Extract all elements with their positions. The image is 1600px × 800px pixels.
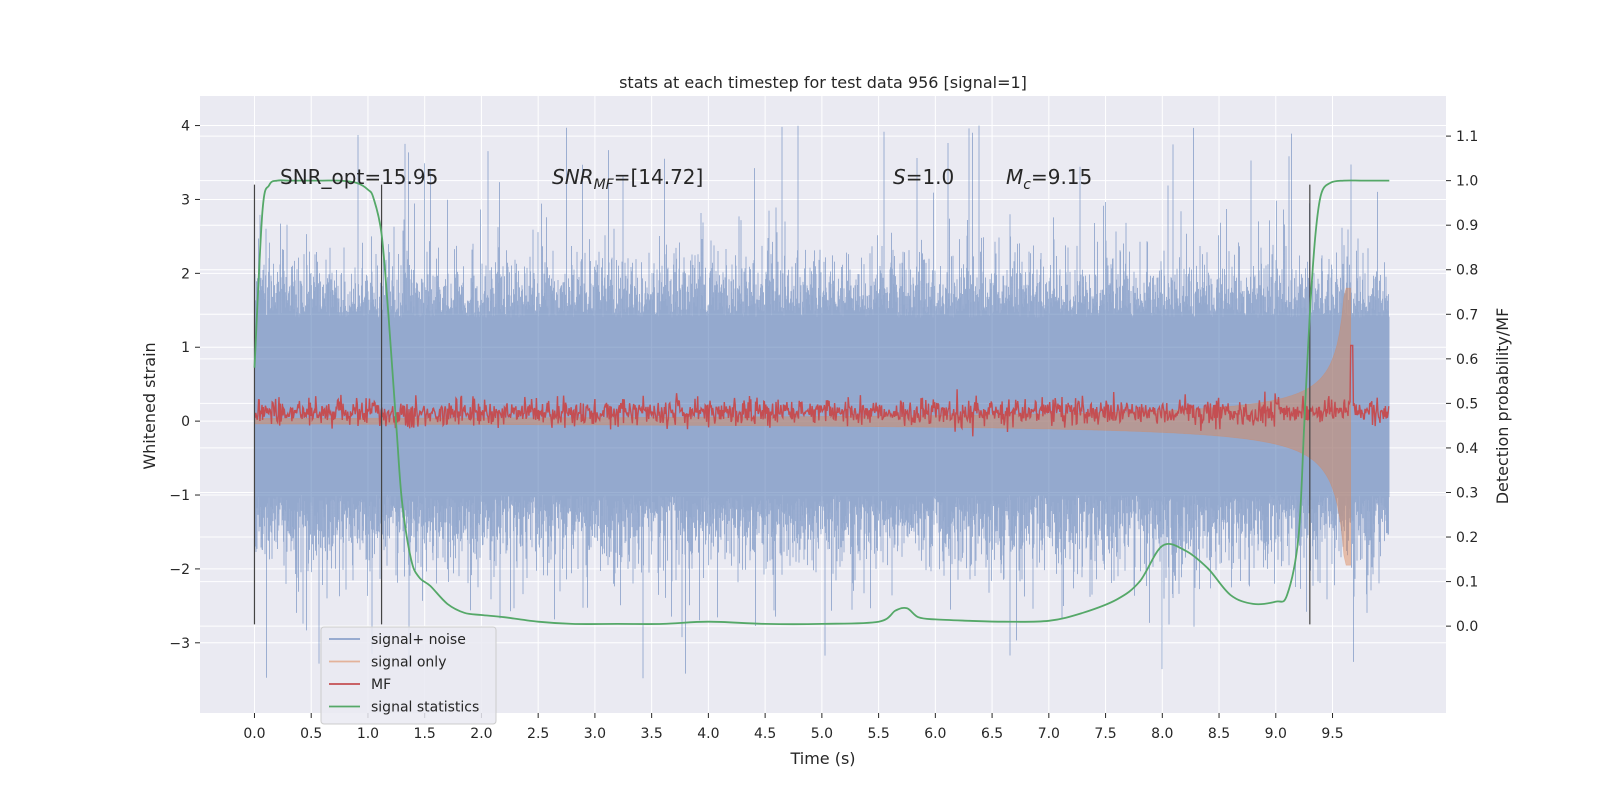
- x-tick-label: 1.5: [414, 726, 436, 742]
- y2-tick-label: 0.0: [1456, 619, 1478, 635]
- y2-tick-label: 0.5: [1456, 396, 1478, 412]
- x-tick-label: 0.5: [300, 726, 322, 742]
- y2-tick-label: 0.9: [1456, 218, 1478, 234]
- series-signal-statistics: [253, 179, 1390, 626]
- y-tick-label: −2: [169, 562, 190, 578]
- x-tick-label: 8.0: [1151, 726, 1173, 742]
- y2-tick-label: 1.0: [1456, 174, 1478, 190]
- x-axis-ticks: 0.0 0.5 1.0 1.5 2.0 2.5 3.0 3.5 4.0 4.5 5.0 5.5 6.0 6…: [243, 713, 1344, 742]
- x-tick-label: 4.5: [754, 726, 776, 742]
- legend-box: [320, 626, 497, 725]
- x-tick-label: 6.5: [981, 726, 1003, 742]
- chart-title: stats at each timestep for test data 956…: [619, 73, 1027, 92]
- data-layer: [253, 125, 1390, 679]
- mf-trace: [254, 344, 1390, 437]
- x-axis-label: Time (s): [789, 749, 855, 768]
- x-tick-label: 2.5: [527, 726, 549, 742]
- y2-tick-label: 0.6: [1456, 352, 1478, 368]
- legend: signal+ noise signal only MF signal statist…: [320, 626, 497, 725]
- signal-statistics-line: [253, 179, 1390, 626]
- y2-tick-label: 0.2: [1456, 530, 1478, 546]
- y2-tick-label: 0.7: [1456, 307, 1478, 323]
- y2-axis-ticks: 1.1 1.0 0.9 0.8 0.7 0.6 0.5 0.4 0.3 0.2 0.1 0.0: [1446, 129, 1478, 635]
- x-tick-label: 0.0: [243, 726, 265, 742]
- y-tick-label: 0: [181, 414, 190, 430]
- y2-tick-label: 0.8: [1456, 263, 1478, 279]
- x-tick-label: 7.5: [1094, 726, 1116, 742]
- y-tick-label: 3: [181, 192, 190, 208]
- x-tick-label: 9.0: [1265, 726, 1287, 742]
- y-axis-label: Whitened strain: [140, 342, 159, 469]
- y2-axis-label: Detection probability/MF: [1493, 308, 1512, 505]
- x-tick-label: 5.5: [867, 726, 889, 742]
- y-tick-label: −1: [169, 488, 190, 504]
- annotation-snr-mf: SNRMF=[14.72]: [552, 165, 703, 193]
- x-tick-label: 5.0: [811, 726, 833, 742]
- x-tick-label: 2.0: [470, 726, 492, 742]
- x-tick-label: 3.5: [641, 726, 663, 742]
- x-tick-label: 3.0: [584, 726, 606, 742]
- x-tick-label: 7.0: [1038, 726, 1060, 742]
- vertical-markers: [253, 184, 1311, 625]
- series-mf: [254, 344, 1390, 437]
- y-axis-ticks: 4 3 2 1 0 −1 −2 −3: [169, 119, 200, 652]
- annotation-snr-opt: SNR_opt=15.95: [280, 165, 438, 189]
- x-tick-label: 6.0: [924, 726, 946, 742]
- y2-tick-label: 1.1: [1456, 129, 1478, 145]
- y-tick-label: −3: [169, 636, 190, 652]
- x-tick-label: 4.0: [697, 726, 719, 742]
- x-tick-label: 9.5: [1321, 726, 1343, 742]
- legend-label: signal only: [371, 655, 446, 671]
- x-tick-label: 1.0: [357, 726, 379, 742]
- annotation-s: S=1.0: [893, 165, 954, 189]
- legend-label: MF: [371, 677, 391, 693]
- y-tick-label: 1: [181, 340, 190, 356]
- y2-tick-label: 0.3: [1456, 485, 1478, 501]
- annotation-mc: Mc=9.15: [1006, 165, 1092, 193]
- x-tick-label: 8.5: [1208, 726, 1230, 742]
- legend-label: signal statistics: [371, 700, 479, 716]
- y2-tick-label: 0.4: [1456, 441, 1478, 457]
- y-tick-label: 4: [181, 119, 190, 135]
- legend-label: signal+ noise: [371, 632, 466, 648]
- y-tick-label: 2: [181, 266, 190, 282]
- y2-tick-label: 0.1: [1456, 575, 1478, 591]
